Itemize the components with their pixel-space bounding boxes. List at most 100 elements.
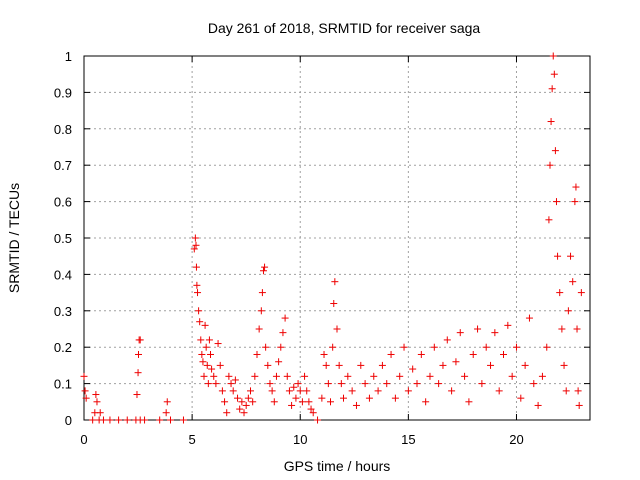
data-point bbox=[330, 300, 338, 308]
data-point bbox=[253, 350, 261, 358]
data-point bbox=[201, 321, 209, 329]
data-point bbox=[257, 307, 265, 315]
data-point bbox=[99, 416, 107, 424]
data-point bbox=[333, 325, 341, 333]
data-point bbox=[191, 234, 199, 242]
data-point bbox=[525, 314, 533, 322]
data-point bbox=[573, 325, 581, 333]
data-point bbox=[275, 358, 283, 366]
data-point bbox=[272, 372, 280, 380]
data-point bbox=[208, 365, 216, 373]
data-point bbox=[547, 118, 555, 126]
data-points bbox=[80, 52, 585, 424]
data-point bbox=[212, 380, 220, 388]
y-tick-label: 0.1 bbox=[54, 377, 72, 392]
data-point bbox=[106, 416, 114, 424]
data-point bbox=[556, 289, 564, 297]
data-point bbox=[538, 372, 546, 380]
x-tick-label: 0 bbox=[80, 432, 87, 447]
data-point bbox=[96, 409, 104, 417]
data-point bbox=[517, 394, 525, 402]
data-point bbox=[327, 398, 335, 406]
data-point bbox=[298, 398, 306, 406]
data-point bbox=[461, 372, 469, 380]
data-point bbox=[193, 281, 201, 289]
data-point bbox=[400, 343, 408, 351]
data-point bbox=[430, 343, 438, 351]
data-point bbox=[258, 289, 266, 297]
data-point bbox=[231, 376, 239, 384]
data-point bbox=[279, 329, 287, 337]
data-point bbox=[92, 391, 100, 399]
data-point bbox=[199, 358, 207, 366]
data-point bbox=[567, 252, 575, 260]
data-point bbox=[571, 198, 579, 206]
data-point bbox=[163, 398, 171, 406]
data-point bbox=[198, 350, 206, 358]
data-point bbox=[361, 380, 369, 388]
data-point bbox=[335, 361, 343, 369]
y-tick-label: 0.6 bbox=[54, 195, 72, 210]
data-point bbox=[251, 372, 259, 380]
data-point bbox=[249, 398, 257, 406]
y-tick-label: 0.2 bbox=[54, 340, 72, 355]
data-point bbox=[244, 394, 252, 402]
data-point bbox=[288, 401, 296, 409]
data-point bbox=[270, 398, 278, 406]
data-point bbox=[482, 343, 490, 351]
data-point bbox=[465, 398, 473, 406]
data-point bbox=[89, 416, 97, 424]
data-point bbox=[422, 398, 430, 406]
data-point bbox=[456, 329, 464, 337]
data-point bbox=[452, 358, 460, 366]
data-point bbox=[261, 263, 269, 271]
data-point bbox=[264, 361, 272, 369]
tick-labels: 00.10.20.30.40.50.60.70.80.910 5 10 15 20 bbox=[54, 49, 524, 447]
data-point bbox=[322, 361, 330, 369]
data-point bbox=[309, 409, 317, 417]
data-point bbox=[268, 387, 276, 395]
data-point bbox=[262, 343, 270, 351]
data-point bbox=[572, 183, 580, 191]
data-point bbox=[266, 380, 274, 388]
data-point bbox=[512, 343, 520, 351]
data-point bbox=[221, 398, 229, 406]
data-point bbox=[337, 380, 345, 388]
data-point bbox=[223, 409, 231, 417]
data-point bbox=[474, 325, 482, 333]
data-point bbox=[546, 161, 554, 169]
data-point bbox=[277, 343, 285, 351]
data-point bbox=[564, 307, 572, 315]
data-point bbox=[554, 252, 562, 260]
data-point bbox=[123, 416, 131, 424]
data-point bbox=[378, 361, 386, 369]
data-point bbox=[194, 289, 202, 297]
data-point bbox=[285, 387, 293, 395]
data-point bbox=[339, 394, 347, 402]
data-point bbox=[82, 394, 90, 402]
data-point bbox=[558, 325, 566, 333]
data-point bbox=[521, 361, 529, 369]
data-point bbox=[156, 416, 164, 424]
data-point bbox=[236, 405, 244, 413]
data-point bbox=[303, 387, 311, 395]
data-point bbox=[141, 416, 149, 424]
x-tick-label: 5 bbox=[189, 432, 196, 447]
data-point bbox=[329, 343, 337, 351]
x-tick-label: 15 bbox=[401, 432, 415, 447]
data-point bbox=[500, 350, 508, 358]
data-point bbox=[426, 372, 434, 380]
y-tick-label: 0.4 bbox=[54, 267, 72, 282]
data-point bbox=[134, 369, 142, 377]
data-point bbox=[179, 416, 187, 424]
data-point bbox=[214, 340, 222, 348]
data-point bbox=[552, 198, 560, 206]
data-point bbox=[413, 380, 421, 388]
y-tick-label: 0 bbox=[65, 413, 72, 428]
data-point bbox=[207, 350, 214, 358]
data-point bbox=[545, 216, 553, 224]
y-tick-label: 0.7 bbox=[54, 158, 72, 173]
y-tick-label: 0.3 bbox=[54, 304, 72, 319]
data-point bbox=[370, 372, 378, 380]
data-point bbox=[192, 241, 200, 249]
